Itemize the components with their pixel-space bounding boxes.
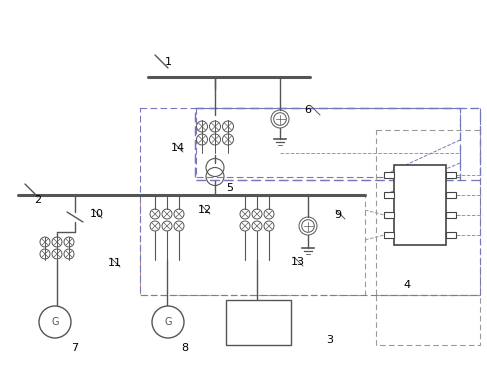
Bar — [384, 232, 394, 238]
Text: 10: 10 — [90, 209, 104, 219]
Bar — [446, 172, 456, 178]
Text: 14: 14 — [171, 143, 185, 153]
Circle shape — [152, 306, 184, 338]
Bar — [225, 300, 291, 345]
Bar — [446, 192, 456, 198]
Text: 1: 1 — [165, 57, 171, 67]
Bar — [446, 232, 456, 238]
Bar — [384, 192, 394, 198]
Text: 11: 11 — [108, 258, 122, 268]
Bar — [384, 212, 394, 218]
Bar — [446, 212, 456, 218]
Bar — [394, 165, 446, 245]
Text: 7: 7 — [72, 343, 78, 353]
Text: 12: 12 — [198, 205, 212, 215]
Text: 2: 2 — [35, 195, 41, 205]
Text: 9: 9 — [335, 210, 341, 220]
Text: G: G — [164, 317, 172, 327]
Text: G: G — [51, 317, 59, 327]
Text: 5: 5 — [226, 183, 233, 193]
Text: 3: 3 — [326, 335, 334, 345]
Text: 8: 8 — [182, 343, 188, 353]
Circle shape — [39, 306, 71, 338]
Text: 6: 6 — [304, 105, 312, 115]
Text: 13: 13 — [291, 257, 305, 267]
Bar — [384, 172, 394, 178]
Text: 4: 4 — [403, 280, 411, 290]
